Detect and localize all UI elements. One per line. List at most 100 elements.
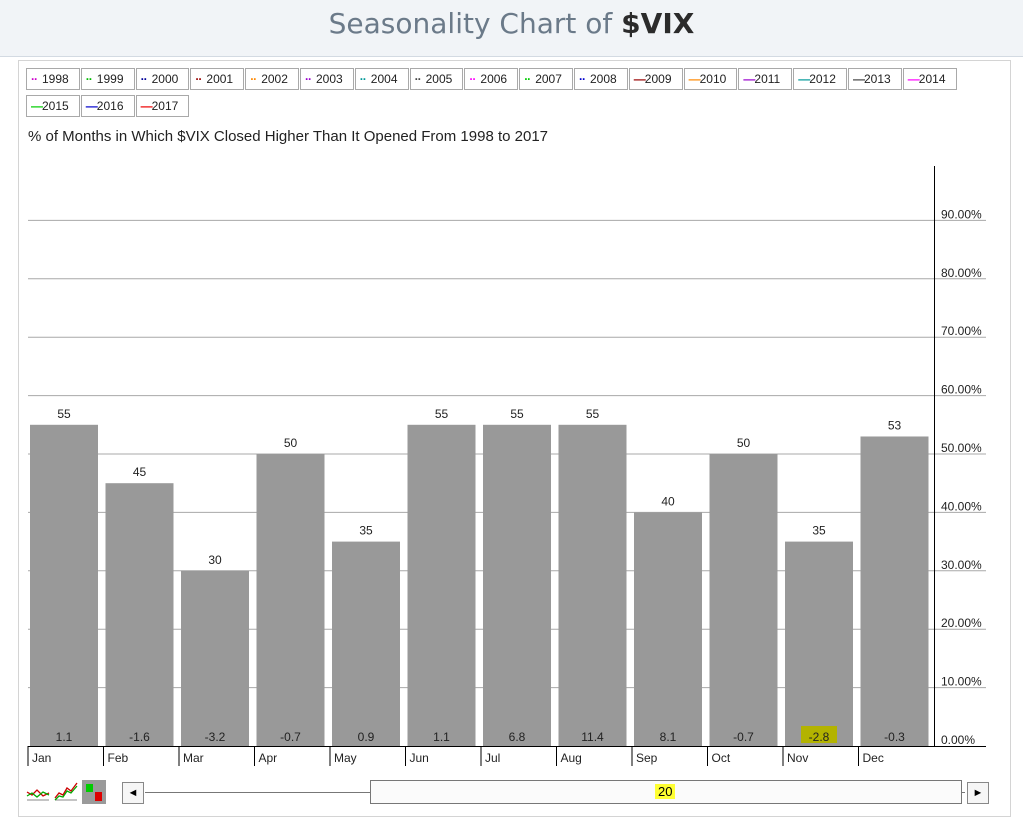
- legend-item-2008[interactable]: ·· 2008: [574, 68, 628, 90]
- legend-item-2009[interactable]: —2009: [628, 68, 683, 90]
- performance-chart-icon[interactable]: [54, 780, 78, 804]
- x-tick-label: Feb: [108, 751, 129, 765]
- bar-value-label: 55: [510, 407, 524, 421]
- legend-item-2016[interactable]: —2016: [80, 95, 135, 117]
- bar-Apr: [256, 454, 325, 746]
- legend-label: 2014: [918, 72, 946, 86]
- scroll-right-button[interactable]: ►: [967, 782, 989, 804]
- bar-value-label: 53: [888, 418, 902, 432]
- bar-bottom-label: 8.1: [660, 730, 677, 744]
- bar-Mar: [181, 570, 249, 746]
- legend-label: 2002: [261, 72, 288, 86]
- legend-label: 2016: [96, 99, 124, 113]
- bar-chart-icon[interactable]: [82, 780, 106, 804]
- legend-swatch: ··: [195, 72, 202, 86]
- legend-item-2012[interactable]: —2012: [793, 68, 847, 90]
- legend-item-2010[interactable]: —2010: [683, 68, 738, 90]
- bar-Nov: [785, 541, 853, 746]
- bar-Feb: [105, 483, 174, 746]
- bar-value-label: 50: [284, 436, 298, 450]
- y-tick-label: 30.00%: [941, 558, 982, 572]
- legend-item-2014[interactable]: —2014: [902, 68, 957, 90]
- legend-label: 2005: [425, 72, 453, 86]
- bar-Sep: [634, 512, 702, 746]
- bar-value-label: 55: [435, 407, 449, 421]
- legend-item-2011[interactable]: —2011: [738, 68, 793, 90]
- x-tick-label: Jul: [485, 751, 500, 765]
- legend-label: 2015: [42, 99, 69, 113]
- scroll-left-button[interactable]: ◄: [122, 782, 144, 804]
- legend-label: 2008: [590, 72, 617, 86]
- legend-item-2000[interactable]: ·· 2000: [135, 68, 190, 90]
- legend-label: 2001: [206, 72, 234, 86]
- x-tick-label: Oct: [712, 751, 731, 765]
- bar-value-label: 55: [57, 407, 71, 421]
- y-tick-label: 70.00%: [941, 324, 982, 338]
- bar-bottom-label: 0.9: [358, 730, 375, 744]
- bar-bottom-label: 1.1: [433, 730, 450, 744]
- legend-label: 2010: [699, 72, 727, 86]
- bar-bottom-label: -0.7: [280, 730, 301, 744]
- legend-item-1998[interactable]: ·· 1998: [26, 68, 80, 90]
- bar-value-label: 50: [737, 436, 751, 450]
- legend-label: 2007: [535, 72, 562, 86]
- legend-swatch: ··: [140, 72, 148, 86]
- bar-bottom-label: -0.7: [733, 730, 754, 744]
- x-tick-label: Jan: [32, 751, 51, 765]
- x-tick-label: Sep: [636, 751, 658, 765]
- bar-value-label: 35: [812, 524, 826, 538]
- bar-bottom-label: 11.4: [581, 730, 604, 744]
- x-tick-label: Mar: [183, 751, 204, 765]
- bar-value-label: 45: [133, 465, 147, 479]
- y-tick-label: 50.00%: [941, 441, 982, 455]
- y-tick-label: 20.00%: [941, 616, 982, 630]
- x-tick-label: Jun: [410, 751, 429, 765]
- x-tick-label: Nov: [787, 751, 808, 765]
- bar-value-label: 35: [359, 524, 373, 538]
- legend-label: 2004: [370, 72, 398, 86]
- legend-item-2013[interactable]: —2013: [848, 68, 902, 90]
- legend-label: 1999: [96, 72, 124, 86]
- legend-swatch: ··: [250, 72, 257, 86]
- legend-item-2017[interactable]: —2017: [135, 95, 190, 117]
- legend-swatch: ··: [579, 72, 586, 86]
- legend-label: 1998: [42, 72, 69, 86]
- page-header: Seasonality Chart of $VIX: [0, 0, 1023, 57]
- x-tick-label: Apr: [259, 751, 278, 765]
- legend-item-2006[interactable]: ·· 2006: [464, 68, 519, 90]
- legend-item-2004[interactable]: ·· 2004: [354, 68, 409, 90]
- y-tick-label: 0.00%: [941, 733, 975, 747]
- legend-label: 2011: [754, 72, 781, 86]
- bar-value-label: 30: [208, 553, 222, 567]
- bar-Dec: [860, 436, 929, 746]
- bar-bottom-label: -2.8: [809, 730, 830, 744]
- legend-swatch: ··: [305, 72, 312, 86]
- legend-item-2003[interactable]: ·· 2003: [300, 68, 354, 90]
- legend-item-2015[interactable]: —2015: [26, 95, 80, 117]
- page-title: Seasonality Chart of $VIX: [328, 7, 695, 40]
- bar-bottom-label: -3.2: [205, 730, 226, 744]
- line-chart-icon[interactable]: [26, 780, 50, 804]
- x-tick-label: May: [334, 751, 357, 765]
- legend-item-2007[interactable]: ·· 2007: [519, 68, 573, 90]
- chart-subtitle: % of Months in Which $VIX Closed Higher …: [28, 128, 549, 145]
- bar-value-label: 55: [586, 407, 600, 421]
- bar-Oct: [709, 454, 778, 746]
- legend-item-2002[interactable]: ·· 2002: [245, 68, 299, 90]
- legend-swatch: ··: [524, 72, 531, 86]
- y-tick-label: 80.00%: [941, 266, 982, 280]
- bar-May: [332, 541, 400, 746]
- y-tick-label: 10.00%: [941, 675, 982, 689]
- legend-label: 2012: [809, 72, 836, 86]
- bar-Jul: [483, 424, 551, 746]
- legend-item-2005[interactable]: ·· 2005: [409, 68, 464, 90]
- legend-item-2001[interactable]: ·· 2001: [190, 68, 245, 90]
- legend-swatch: ··: [359, 72, 367, 86]
- x-tick-label: Dec: [863, 751, 884, 765]
- legend-item-1999[interactable]: ·· 1999: [80, 68, 135, 90]
- bar-Jan: [30, 424, 98, 746]
- bar-value-label: 40: [661, 494, 675, 508]
- legend-label: 2013: [864, 72, 891, 86]
- bar-bottom-label: 1.1: [56, 730, 73, 744]
- bar-bottom-label: -1.6: [129, 730, 150, 744]
